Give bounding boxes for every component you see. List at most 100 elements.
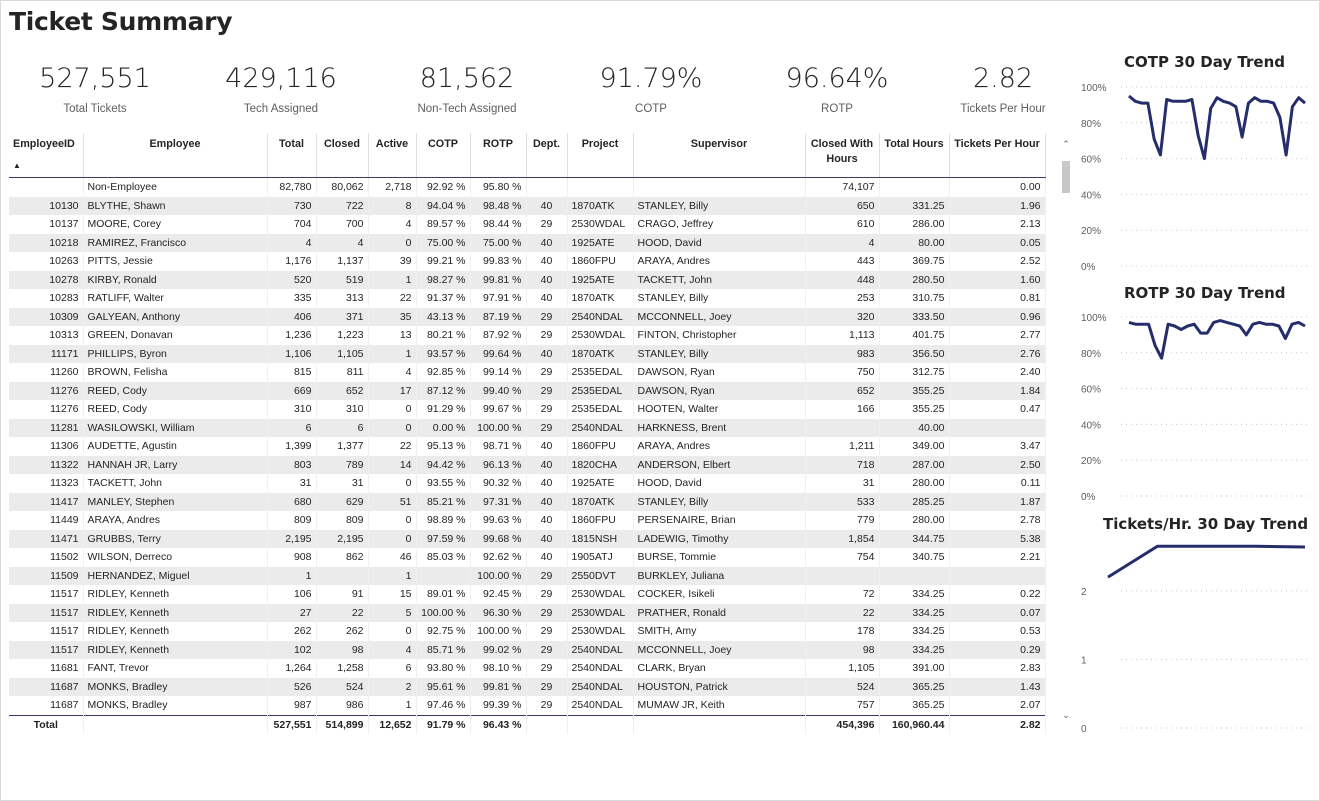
cell-cotp: 85.03 % (416, 548, 471, 567)
col-header-project[interactable]: Project (567, 133, 634, 178)
tickets-per-hour-trend-chart[interactable]: 0 1 2 (1079, 541, 1309, 741)
cell-cotp: 89.01 % (416, 585, 471, 604)
table-row[interactable]: 10309 GALYEAN, Anthony 406 371 35 43.13 % 87.1… (9, 307, 1046, 326)
table-row[interactable]: 11517 RIDLEY, Kenneth 102 98 4 85.71 % 99.02 %… (9, 640, 1046, 659)
cell-supervisor: STANLEY, Billy (633, 344, 806, 363)
scrollbar-thumb[interactable] (1062, 161, 1070, 193)
table-row[interactable]: 11681 FANT, Trevor 1,264 1,258 6 93.80 % 98.10… (9, 659, 1046, 678)
col-header-total-hours[interactable]: Total Hours (879, 133, 950, 178)
col-header-label: Dept. (533, 138, 560, 150)
col-header-cotp[interactable]: COTP (416, 133, 471, 178)
cell-supervisor: HOUSTON, Patrick (633, 677, 806, 696)
cell-active: 1 (368, 566, 417, 585)
col-header-tickets-per-hour[interactable]: Tickets Per Hour (949, 133, 1046, 178)
table-row[interactable]: 11509 HERNANDEZ, Miguel 1 1 100.00 % 29 2550DV… (9, 566, 1046, 585)
table-row[interactable]: 11322 HANNAH JR, Larry 803 789 14 94.42 % 96.1… (9, 455, 1046, 474)
table-row[interactable]: 11281 WASILOWSKI, William 6 6 0 0.00 % 100.00 … (9, 418, 1046, 437)
table-row[interactable]: 11471 GRUBBS, Terry 2,195 2,195 0 97.59 % 99.6… (9, 529, 1046, 548)
cell-closed-with-hours: 178 (805, 622, 880, 641)
y-tick-label: 0% (1081, 492, 1096, 503)
cell-closed-with-hours: 443 (805, 252, 880, 271)
cell-total-hours: 80.00 (879, 233, 950, 252)
table-row[interactable]: 11687 MONKS, Bradley 526 524 2 95.61 % 99.81 %… (9, 677, 1046, 696)
table-row[interactable]: 11276 REED, Cody 310 310 0 91.29 % 99.67 % 29 25… (9, 400, 1046, 419)
table-scrollbar[interactable]: ⌃ ⌄ (1059, 139, 1073, 720)
table-row[interactable]: 11687 MONKS, Bradley 987 986 1 97.46 % 99.39 %… (9, 696, 1046, 715)
cell-employee: RAMIREZ, Francisco (83, 233, 268, 252)
cell-total-hours: 334.25 (879, 603, 950, 622)
cell-total-hours: 40.00 (879, 418, 950, 437)
col-header-total[interactable]: Total (267, 133, 317, 178)
table-row[interactable]: 11306 AUDETTE, Agustin 1,399 1,377 22 95.13 %… (9, 437, 1046, 456)
col-header-rotp[interactable]: ROTP (470, 133, 527, 178)
cell-supervisor: DAWSON, Ryan (633, 363, 806, 382)
col-header-employee-id[interactable]: EmployeeID ▲ (9, 133, 84, 178)
cell-dept: 40 (526, 344, 568, 363)
col-header-dept[interactable]: Dept. (526, 133, 568, 178)
col-header-supervisor[interactable]: Supervisor (633, 133, 806, 178)
scroll-up-icon[interactable]: ⌃ (1062, 139, 1070, 149)
table-row[interactable]: 11517 RIDLEY, Kenneth 106 91 15 89.01 % 92.45 … (9, 585, 1046, 604)
cell-rotp: 99.67 % (470, 400, 527, 419)
cell-total: 1,264 (267, 659, 317, 678)
table-row[interactable]: 11502 WILSON, Derreco 908 862 46 85.03 % 92.62… (9, 548, 1046, 567)
cell-project: 1820CHA (567, 455, 634, 474)
table-row[interactable]: 11323 TACKETT, John 31 31 0 93.55 % 90.32 % 40 1… (9, 474, 1046, 493)
cell-cotp: 92.85 % (416, 363, 471, 382)
table-row[interactable]: 10137 MOORE, Corey 704 700 4 89.57 % 98.44 % 29… (9, 215, 1046, 234)
cell-project: 1860FPU (567, 252, 634, 271)
kpi-cards: 527,551 Total Tickets 429,116 Tech Assig… (1, 61, 1061, 121)
cotp-trend-chart[interactable]: 0% 20% 40% 60% 80% 100% (1079, 79, 1309, 279)
table-row[interactable]: 11517 RIDLEY, Kenneth 27 22 5 100.00 % 96.30 %… (9, 603, 1046, 622)
col-header-active[interactable]: Active (368, 133, 417, 178)
cell-closed-with-hours: 533 (805, 492, 880, 511)
table-row[interactable]: 11449 ARAYA, Andres 809 809 0 98.89 % 99.63 % 4… (9, 511, 1046, 530)
cell-total: 680 (267, 492, 317, 511)
cell-active: 0 (368, 529, 417, 548)
table-row[interactable]: 11276 REED, Cody 669 652 17 87.12 % 99.40 % 29 2… (9, 381, 1046, 400)
table-row[interactable]: 10278 KIRBY, Ronald 520 519 1 98.27 % 99.81 % 4… (9, 270, 1046, 289)
table-row[interactable]: 10130 BLYTHE, Shawn 730 722 8 94.04 % 98.48 % 4… (9, 196, 1046, 215)
y-tick-label: 100% (1081, 83, 1107, 94)
col-header-label: Employee (149, 138, 201, 150)
cell-employee-id: 10309 (9, 307, 84, 326)
cell-closed-with-hours: 253 (805, 289, 880, 308)
kpi-value: 2.82 (972, 63, 1034, 94)
y-tick-label: 80% (1081, 349, 1101, 360)
sort-ascending-icon[interactable]: ▲ (13, 161, 21, 170)
trend-series-line[interactable] (1128, 94, 1306, 161)
cell-employee: REED, Cody (83, 381, 268, 400)
cell-total: 520 (267, 270, 317, 289)
table-row[interactable]: 11171 PHILLIPS, Byron 1,106 1,105 1 93.57 % 99… (9, 344, 1046, 363)
cell-employee: FANT, Trevor (83, 659, 268, 678)
table-row[interactable]: 11260 BROWN, Felisha 815 811 4 92.85 % 99.14 %… (9, 363, 1046, 382)
cell-supervisor: CRAGO, Jeffrey (633, 215, 806, 234)
cell-dept: 40 (526, 289, 568, 308)
rotp-trend-chart[interactable]: 0% 20% 40% 60% 80% 100% (1079, 309, 1309, 509)
cell-project: 2540NDAL (567, 418, 634, 437)
cell-project: 2530WDAL (567, 622, 634, 641)
cell-total-hours: 365.25 (879, 696, 950, 715)
employee-table-visual[interactable]: EmployeeID ▲ Employee Total Closed Active COTP… (9, 133, 1073, 741)
table-row[interactable]: 10283 RATLIFF, Walter 335 313 22 91.37 % 97.91… (9, 289, 1046, 308)
cell-cotp: 97.59 % (416, 529, 471, 548)
table-row[interactable]: 10218 RAMIREZ, Francisco 4 4 0 75.00 % 75.00 %… (9, 233, 1046, 252)
cell-employee-id: 10263 (9, 252, 84, 271)
table-row[interactable]: 11517 RIDLEY, Kenneth 262 262 0 92.75 % 100.00… (9, 622, 1046, 641)
cell-closed-with-hours: 1,113 (805, 326, 880, 345)
table-row[interactable]: Non-Employee 82,780 80,062 2,718 92.92 % 95.8… (9, 177, 1046, 197)
table-row[interactable]: 11417 MANLEY, Stephen 680 629 51 85.21 % 97.31… (9, 492, 1046, 511)
cell-employee-id: 11502 (9, 548, 84, 567)
cell-active: 22 (368, 437, 417, 456)
col-header-closed-with-hours[interactable]: Closed With Hours (805, 133, 880, 178)
cell-tickets-per-hour: 0.53 (949, 622, 1046, 641)
scroll-down-icon[interactable]: ⌄ (1062, 710, 1070, 720)
table-row[interactable]: 10263 PITTS, Jessie 1,176 1,137 39 99.21 % 99.… (9, 252, 1046, 271)
cell-employee-id: 11509 (9, 566, 84, 585)
trend-series-line[interactable] (1107, 544, 1306, 579)
table-row[interactable]: 10313 GREEN, Donavan 1,236 1,223 13 80.21 % 87… (9, 326, 1046, 345)
col-header-closed[interactable]: Closed (316, 133, 369, 178)
cell-active: 15 (368, 585, 417, 604)
col-header-employee[interactable]: Employee (83, 133, 268, 178)
trend-series-line[interactable] (1128, 319, 1306, 360)
